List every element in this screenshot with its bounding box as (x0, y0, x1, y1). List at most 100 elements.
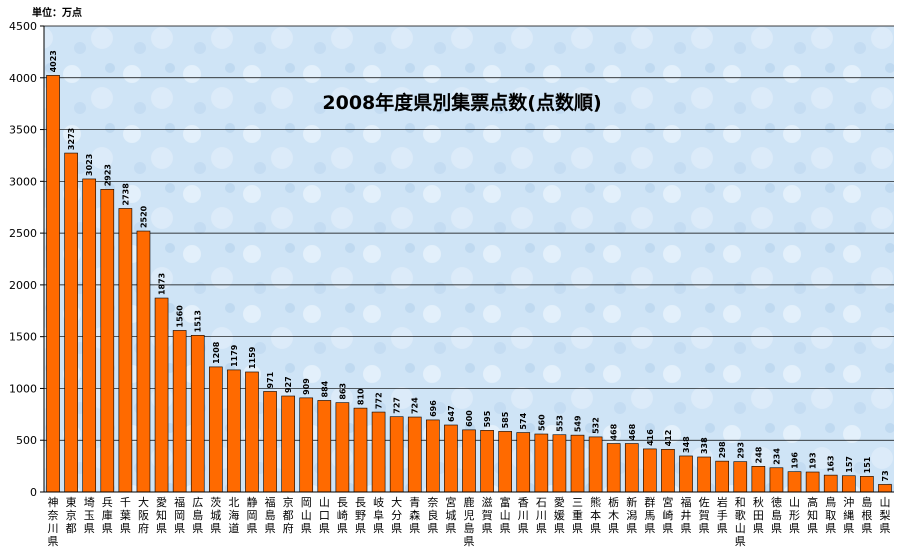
value-label: 927 (284, 376, 293, 393)
category-label: 徳島県 (771, 496, 782, 535)
category-label-char: 形 (789, 509, 800, 522)
category-label-char: 取 (825, 509, 836, 522)
category-label-char: 栃 (608, 495, 619, 509)
value-label: 549 (574, 415, 583, 432)
category-label-char: 井 (681, 508, 692, 522)
category-label-char: 県 (608, 522, 619, 535)
value-label: 1208 (212, 341, 221, 364)
category-label-char: 重 (572, 508, 583, 522)
category-label-char: 県 (825, 522, 836, 535)
category-label-char: 川 (518, 509, 529, 522)
category-label-char: 新 (626, 495, 637, 509)
bar (841, 475, 856, 493)
category-label-char: 県 (536, 522, 547, 535)
category-label: 茨城県 (210, 495, 221, 535)
value-label: 3273 (67, 128, 76, 150)
category-label-char: 高 (807, 495, 818, 509)
category-label: 愛知県 (156, 496, 167, 535)
value-label: 1179 (230, 344, 239, 367)
bar (353, 407, 368, 493)
category-label-char: 島 (464, 521, 475, 535)
category-labels: 神奈川県東京都埼玉県兵庫県千葉県大阪府愛知県福岡県広島県茨城県北海道静岡県福島県… (48, 495, 891, 548)
category-label-char: 県 (735, 535, 746, 548)
category-label-char: 県 (373, 522, 384, 535)
category-label-char: 千 (120, 496, 131, 509)
category-label-char: 県 (102, 522, 113, 535)
bar (245, 371, 259, 493)
value-label: 585 (501, 411, 510, 428)
bar (208, 366, 223, 493)
category-label-char: 玉 (84, 509, 95, 522)
category-label-char: 宮 (662, 495, 673, 509)
category-label-char: 口 (319, 509, 330, 522)
category-label-char: 県 (699, 522, 710, 535)
category-label-char: 県 (879, 522, 890, 535)
value-label: 727 (393, 397, 402, 414)
value-label: 196 (791, 452, 800, 469)
value-label: 909 (302, 378, 311, 395)
value-label: 338 (700, 437, 709, 454)
category-label-char: 福 (265, 495, 276, 509)
bar (46, 75, 60, 493)
category-label-char: 山 (500, 509, 511, 522)
value-label: 468 (610, 423, 619, 440)
value-label: 1873 (158, 273, 167, 295)
category-label-char: 群 (644, 495, 655, 509)
category-label-char: 県 (662, 522, 673, 535)
value-label: 532 (592, 417, 601, 434)
value-label: 416 (646, 429, 655, 446)
category-label-char: 広 (192, 496, 203, 509)
value-label: 1560 (176, 305, 185, 328)
value-label: 971 (266, 371, 275, 388)
category-label: 長野県 (355, 496, 366, 535)
category-label-char: 長 (337, 496, 348, 509)
bar (606, 443, 621, 493)
category-label-char: 岡 (174, 509, 185, 522)
category-label: 岩手県 (717, 495, 728, 535)
category-label: 島根県 (861, 495, 872, 535)
category-label-char: 岐 (373, 496, 384, 509)
bar (407, 416, 422, 493)
category-label-char: 大 (391, 495, 402, 509)
bar (281, 395, 295, 493)
category-label-char: 山 (301, 509, 312, 522)
bar (190, 335, 205, 493)
category-label-char: 山 (879, 496, 890, 509)
y-tick-label: 3000 (9, 175, 37, 188)
category-label-char: 城 (445, 509, 456, 522)
bar (733, 461, 748, 493)
category-label-char: 手 (717, 508, 728, 522)
value-label: 151 (863, 456, 872, 473)
category-label-char: 県 (84, 522, 95, 535)
category-label-char: 鳥 (825, 495, 836, 509)
category-label-char: 縄 (843, 508, 854, 522)
bar (136, 230, 151, 493)
category-label: 北海道 (228, 496, 239, 535)
category-label-char: 岩 (717, 495, 728, 509)
category-label-char: 県 (482, 522, 493, 535)
category-label-char: 京 (283, 495, 294, 509)
category-label-char: 島 (265, 508, 276, 522)
y-tick-label: 4500 (9, 20, 37, 33)
value-label: 163 (827, 455, 836, 472)
bar (823, 474, 838, 493)
value-label: 193 (809, 452, 818, 469)
bar (299, 397, 314, 493)
category-label-char: 県 (572, 522, 583, 535)
category-label-char: 都 (66, 522, 77, 535)
category-label-char: 児 (464, 509, 475, 522)
category-label-char: 川 (48, 522, 59, 535)
category-label-char: 県 (644, 522, 655, 535)
category-label-char: 馬 (644, 509, 655, 522)
category-label-char: 県 (192, 522, 203, 535)
category-label-char: 都 (283, 509, 294, 522)
bar (624, 443, 639, 493)
category-label-char: 三 (572, 496, 583, 509)
category-label: 宮崎県 (662, 495, 673, 535)
bar (444, 424, 458, 493)
category-label: 福井県 (681, 495, 692, 535)
category-label-char: 賀 (699, 509, 710, 522)
category-label-char: 滋 (482, 496, 493, 509)
value-label: 1513 (194, 310, 203, 332)
